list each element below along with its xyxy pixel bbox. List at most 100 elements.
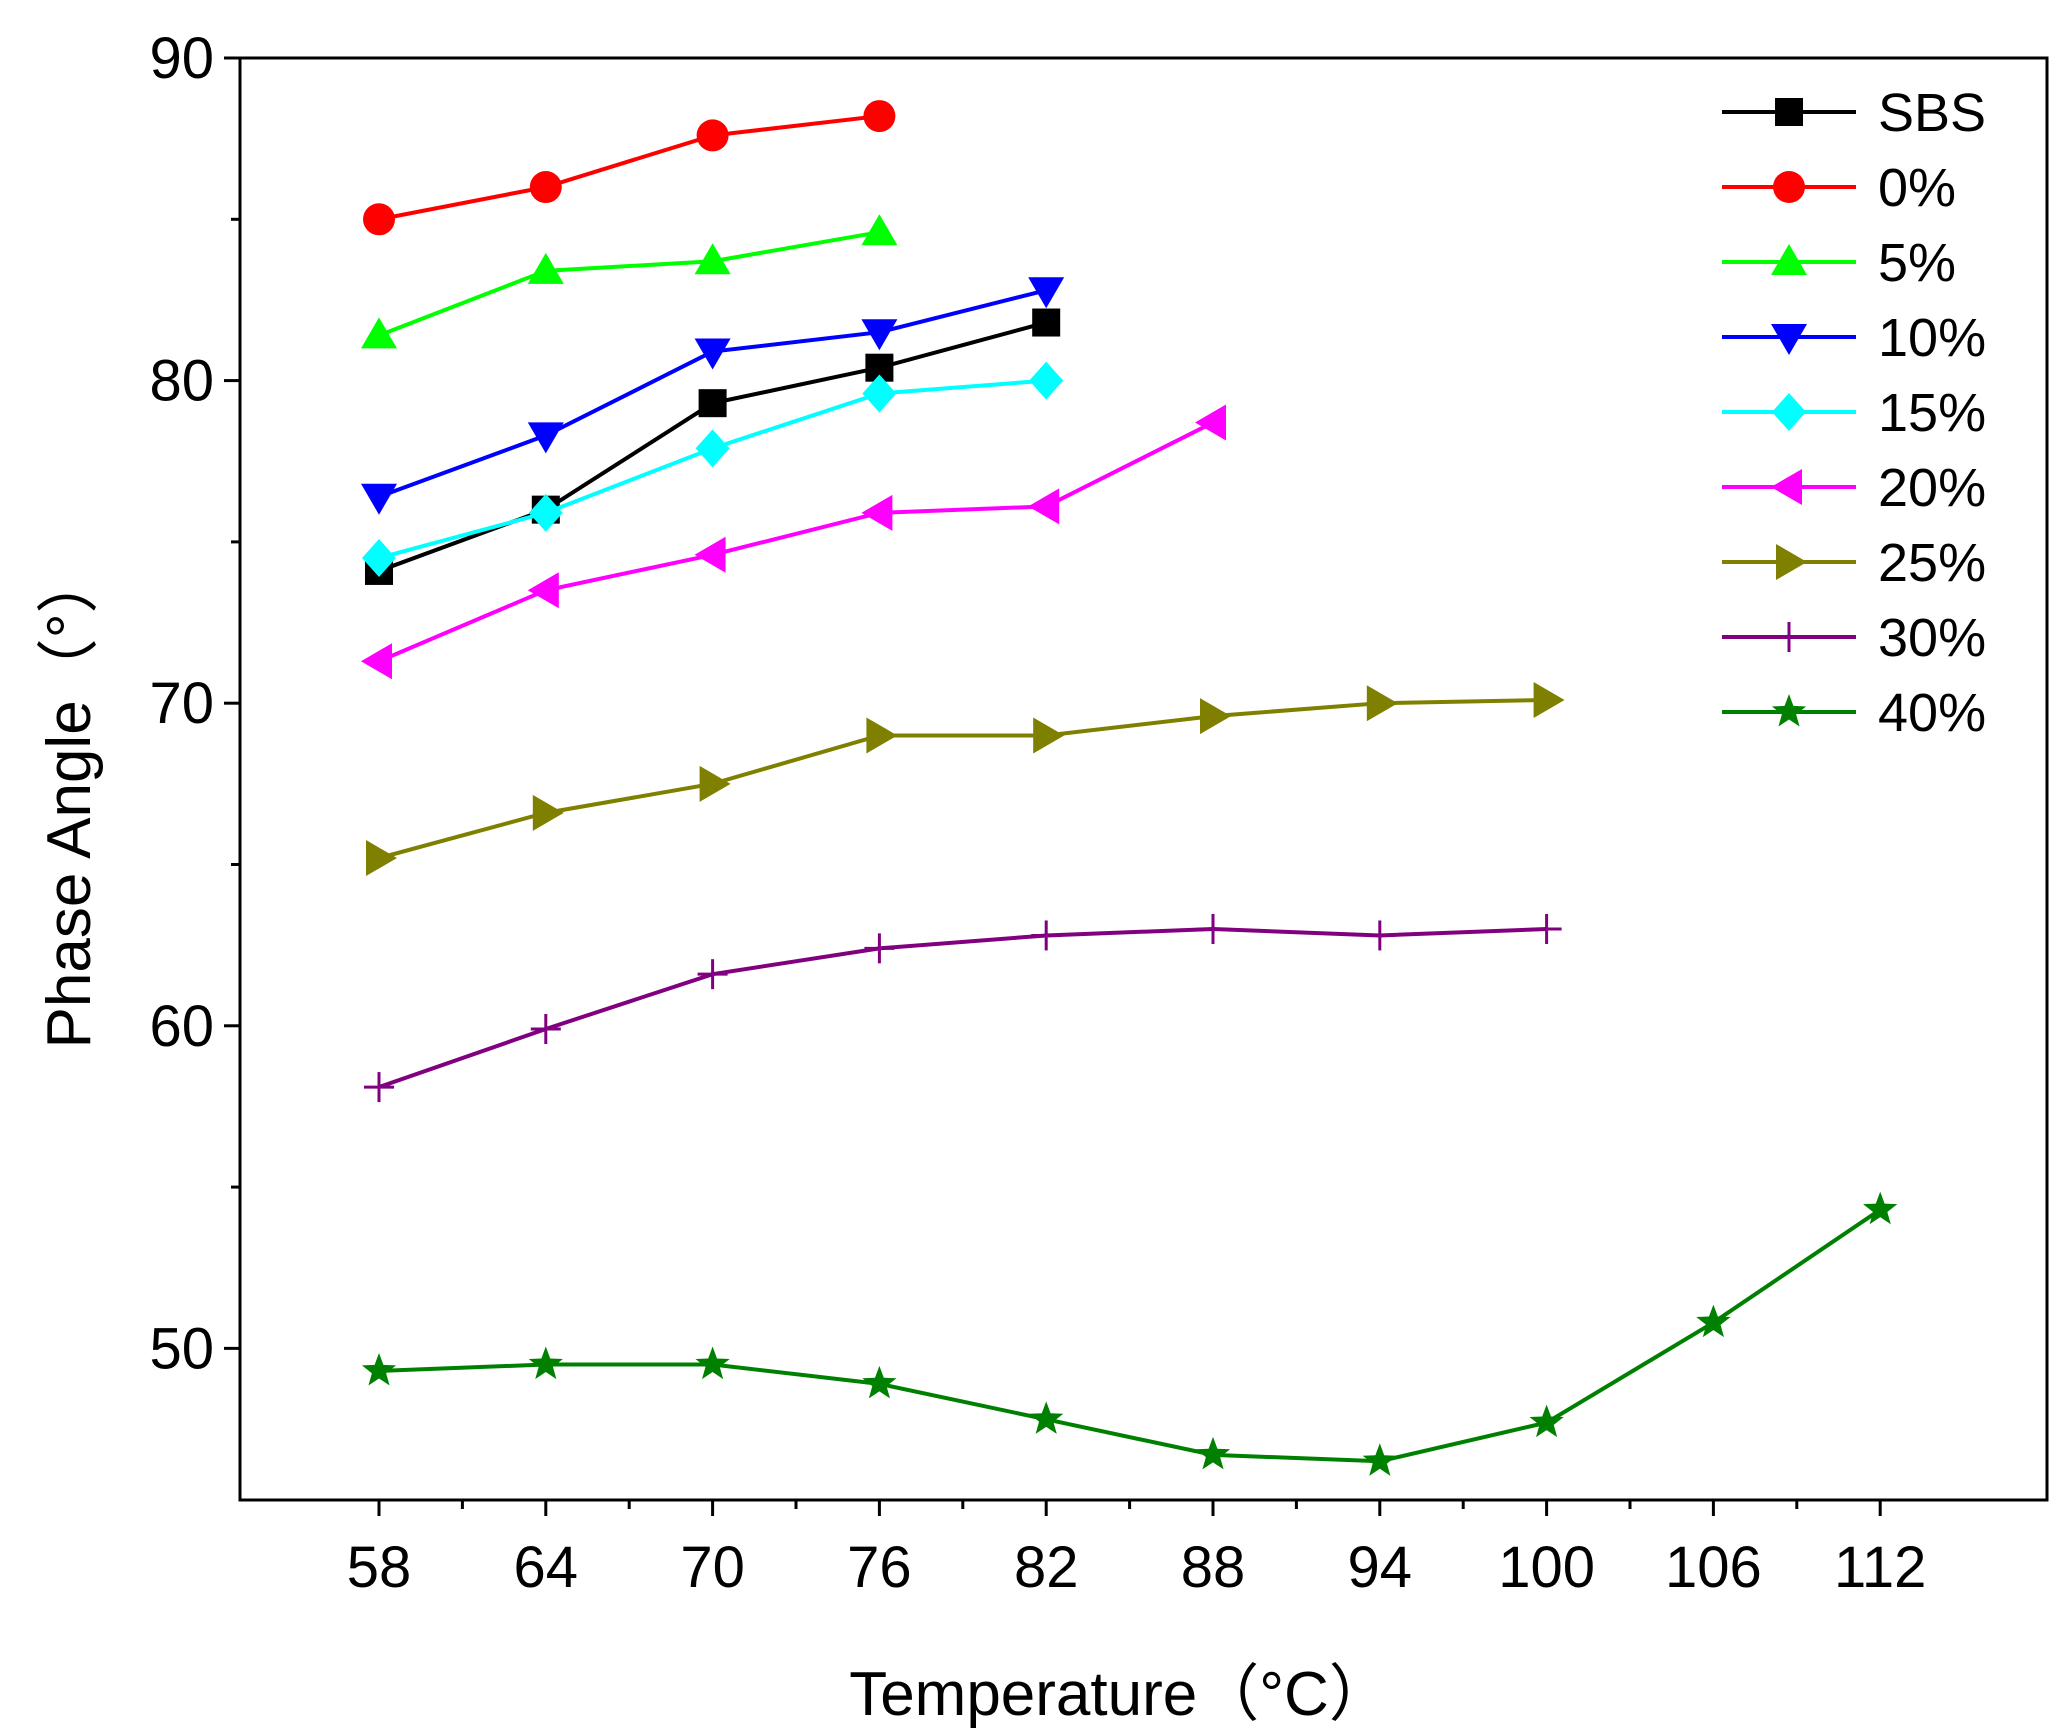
data-point xyxy=(361,317,397,349)
data-point xyxy=(361,643,392,680)
legend-entry: 0% xyxy=(1722,158,1956,218)
data-point xyxy=(362,539,396,578)
legend-entry: 15% xyxy=(1722,383,1986,443)
x-tick-label: 112 xyxy=(1834,1535,1926,1600)
data-point xyxy=(861,319,898,351)
data-point xyxy=(862,374,897,413)
legend-marker xyxy=(1772,393,1806,431)
data-point xyxy=(532,794,564,831)
data-point xyxy=(1531,914,1562,945)
legend-marker xyxy=(1771,469,1802,505)
data-point xyxy=(530,1014,561,1045)
axes-frame xyxy=(238,56,2049,1502)
x-tick-label: 88 xyxy=(1181,1535,1246,1600)
axis-ticks: 58 64 70 76 82 88 94 100 106 112 50 60 70 80 90 xyxy=(149,26,1926,1600)
legend-entry: 20% xyxy=(1722,458,1986,518)
legend-label: 20% xyxy=(1878,458,1986,518)
data-point xyxy=(861,214,898,246)
legend-marker xyxy=(1776,544,1807,580)
x-tick-label: 58 xyxy=(347,1535,412,1600)
data-point xyxy=(1029,361,1064,400)
data-point xyxy=(1529,1404,1564,1438)
legend-entry: 25% xyxy=(1722,533,1986,593)
data-point xyxy=(699,765,731,802)
data-point xyxy=(1028,488,1060,525)
data-point xyxy=(366,840,397,877)
series-9 xyxy=(361,1191,1898,1476)
data-point xyxy=(1195,404,1226,441)
data-point xyxy=(698,389,727,418)
y-tick-label: 80 xyxy=(149,349,214,414)
data-point xyxy=(527,572,559,609)
data-point xyxy=(1200,698,1231,735)
series-7 xyxy=(366,681,1565,877)
x-tick-label: 94 xyxy=(1348,1535,1413,1600)
data-point xyxy=(1364,920,1395,951)
plot-background xyxy=(240,58,2047,1500)
data-point xyxy=(1696,1304,1731,1338)
data-point xyxy=(361,1352,397,1386)
data-point xyxy=(694,338,731,370)
data-point xyxy=(866,717,898,754)
x-tick-label: 76 xyxy=(847,1535,912,1600)
legend-marker xyxy=(1775,98,1803,126)
data-point xyxy=(861,494,893,531)
legend-entry: 5% xyxy=(1722,233,1956,293)
data-point xyxy=(1366,685,1398,722)
data-point xyxy=(528,1346,563,1380)
y-tick-label: 60 xyxy=(149,994,214,1059)
legend-label: 0% xyxy=(1878,158,1956,218)
data-point xyxy=(695,1346,730,1380)
x-axis-title: Temperature（°C） xyxy=(849,1660,1391,1729)
data-point xyxy=(1028,277,1065,309)
data-point xyxy=(1195,1436,1231,1470)
series-line xyxy=(378,230,880,338)
series-2 xyxy=(363,100,896,236)
legend-label: 15% xyxy=(1878,383,1986,443)
legend-entry: SBS xyxy=(1722,83,1986,143)
y-tick-label: 70 xyxy=(149,671,214,736)
series-6 xyxy=(361,404,1226,680)
x-tick-label: 100 xyxy=(1498,1535,1595,1600)
y-tick-label: 50 xyxy=(149,1316,214,1381)
series-8 xyxy=(364,914,1562,1103)
axes-border xyxy=(238,56,2049,1502)
data-point xyxy=(1533,681,1565,718)
data-point xyxy=(1031,920,1062,951)
legend-marker xyxy=(1774,622,1804,652)
legend-marker xyxy=(1773,171,1805,203)
data-point xyxy=(1029,1401,1064,1434)
x-tick-label: 64 xyxy=(514,1535,579,1600)
legend-label: SBS xyxy=(1878,83,1986,143)
data-point xyxy=(1032,308,1061,337)
data-point xyxy=(1198,914,1228,945)
data-point xyxy=(694,243,731,275)
x-tick-label: 82 xyxy=(1014,1535,1079,1600)
data-point xyxy=(361,483,397,515)
series-line xyxy=(378,1208,1882,1464)
series-line xyxy=(378,927,1547,1089)
y-tick-label: 90 xyxy=(149,26,214,91)
data-point xyxy=(527,252,564,284)
data-point xyxy=(363,203,395,236)
data-point xyxy=(695,429,730,468)
data-point xyxy=(696,119,729,152)
data-point xyxy=(697,959,728,990)
legend-label: 30% xyxy=(1878,608,1986,668)
series-line xyxy=(378,697,1547,860)
series-group xyxy=(361,100,1898,1476)
legend-marker xyxy=(1771,694,1807,727)
data-point xyxy=(529,171,562,204)
data-point xyxy=(862,1365,897,1399)
y-axis-title: Phase Angle（°） xyxy=(35,552,104,1049)
data-point xyxy=(528,493,563,532)
series-4 xyxy=(361,277,1065,515)
legend-label: 10% xyxy=(1878,308,1986,368)
legend-entry: 40% xyxy=(1722,683,1986,743)
legend-label: 40% xyxy=(1878,683,1986,743)
series-3 xyxy=(361,214,898,349)
legend-entry: 10% xyxy=(1722,308,1986,368)
series-line xyxy=(378,114,880,222)
plot-area xyxy=(240,58,2047,1500)
legend-marker xyxy=(1771,244,1807,275)
